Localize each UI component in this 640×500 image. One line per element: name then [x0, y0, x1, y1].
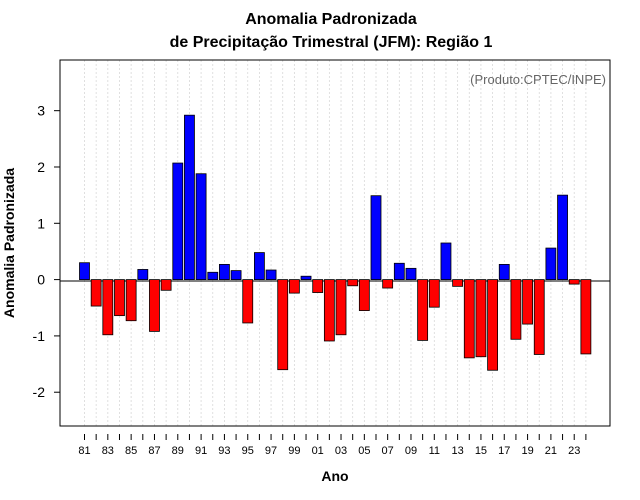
bar-1985 [125, 279, 137, 322]
bar-2022 [557, 194, 568, 280]
x-tick-label: 97 [265, 445, 277, 457]
bar-1997 [265, 269, 277, 280]
x-tick-label: 13 [451, 445, 463, 457]
bar-2005 [358, 279, 370, 311]
bar-1988 [160, 279, 172, 291]
bar-2021 [545, 247, 557, 280]
bar-2011 [428, 279, 440, 308]
bar-2019 [522, 279, 533, 325]
y-tick-label: -1 [33, 328, 46, 344]
bar-2012 [440, 242, 452, 280]
x-tick-label: 87 [148, 445, 160, 457]
bar-1993 [219, 263, 230, 280]
bar-1987 [149, 279, 160, 332]
bar-1981 [79, 262, 90, 281]
x-tick-label: 01 [312, 445, 324, 457]
x-tick-label: 81 [78, 445, 90, 457]
y-tick-label: 1 [37, 215, 45, 231]
x-tick-label: 19 [521, 445, 533, 457]
y-tick-label: 2 [37, 159, 45, 175]
bar-2016 [487, 279, 499, 371]
source-annotation: (Produto:CPTEC/INPE) [470, 72, 606, 87]
x-tick-label: 85 [125, 445, 137, 457]
bar-2024 [580, 279, 592, 355]
x-tick-label: 05 [358, 445, 370, 457]
x-tick-label: 91 [195, 445, 207, 457]
x-axis: 81 83 85 87 89 91 93 95 97 99 01 03 05 07 09 11 13 15 17 19… [78, 434, 587, 457]
bar-2004 [347, 279, 359, 287]
bar-2015 [475, 279, 487, 358]
bar-2017 [498, 263, 510, 280]
chart-title: Anomalia Padronizada [245, 11, 417, 28]
x-tick-label: 23 [568, 445, 580, 457]
bar-2007 [382, 279, 394, 289]
bar-2003 [335, 279, 347, 336]
y-axis-label: Anomalia Padronizada [1, 168, 17, 318]
bar-2009 [405, 267, 417, 281]
bar-1986 [137, 269, 149, 281]
bar-2020 [533, 279, 545, 355]
x-tick-label: 11 [429, 445, 440, 457]
x-tick-label: 95 [242, 445, 254, 457]
x-tick-label: 15 [475, 445, 487, 457]
bar-1989 [172, 162, 184, 280]
bar-1999 [288, 279, 300, 294]
x-tick-label: 17 [498, 445, 510, 457]
bar-2006 [370, 195, 382, 280]
y-axis: -2 -1 0 1 2 3 [33, 103, 60, 400]
bar-2002 [323, 279, 335, 342]
bar-2010 [417, 279, 429, 341]
plot-frame [59, 59, 611, 427]
bar-2023 [568, 279, 580, 285]
chart-subtitle: de Precipitação Trimestral (JFM): Região… [170, 34, 493, 51]
bar-1983 [102, 279, 114, 336]
bar-2001 [312, 279, 324, 293]
x-tick-label: 21 [545, 445, 557, 457]
grid [84, 60, 587, 426]
x-tick-label: 03 [335, 445, 347, 457]
x-tick-label: 83 [102, 445, 114, 457]
bar-1991 [195, 173, 207, 280]
bar-2008 [393, 262, 405, 281]
y-tick-label: 3 [37, 103, 45, 119]
x-tick-label: 07 [382, 445, 394, 457]
x-tick-label: 89 [172, 445, 184, 457]
x-tick-label: 93 [218, 445, 230, 457]
bar-1996 [253, 252, 265, 281]
bar-1990 [184, 114, 195, 280]
bars [79, 114, 592, 371]
bar-1995 [242, 279, 254, 324]
bar-1984 [114, 279, 125, 317]
x-axis-label: Ano [321, 468, 348, 484]
bar-1994 [230, 270, 242, 280]
bar-1982 [90, 279, 102, 307]
y-tick-label: 0 [37, 272, 45, 288]
bar-2013 [452, 279, 464, 287]
bar-2014 [463, 279, 475, 359]
bar-2018 [510, 279, 522, 340]
bar-1998 [277, 279, 289, 371]
y-tick-label: -2 [33, 384, 46, 400]
x-tick-label: 99 [288, 445, 300, 457]
bar-2000 [300, 275, 312, 280]
x-tick-label: 09 [405, 445, 417, 457]
bar-1992 [207, 271, 219, 280]
